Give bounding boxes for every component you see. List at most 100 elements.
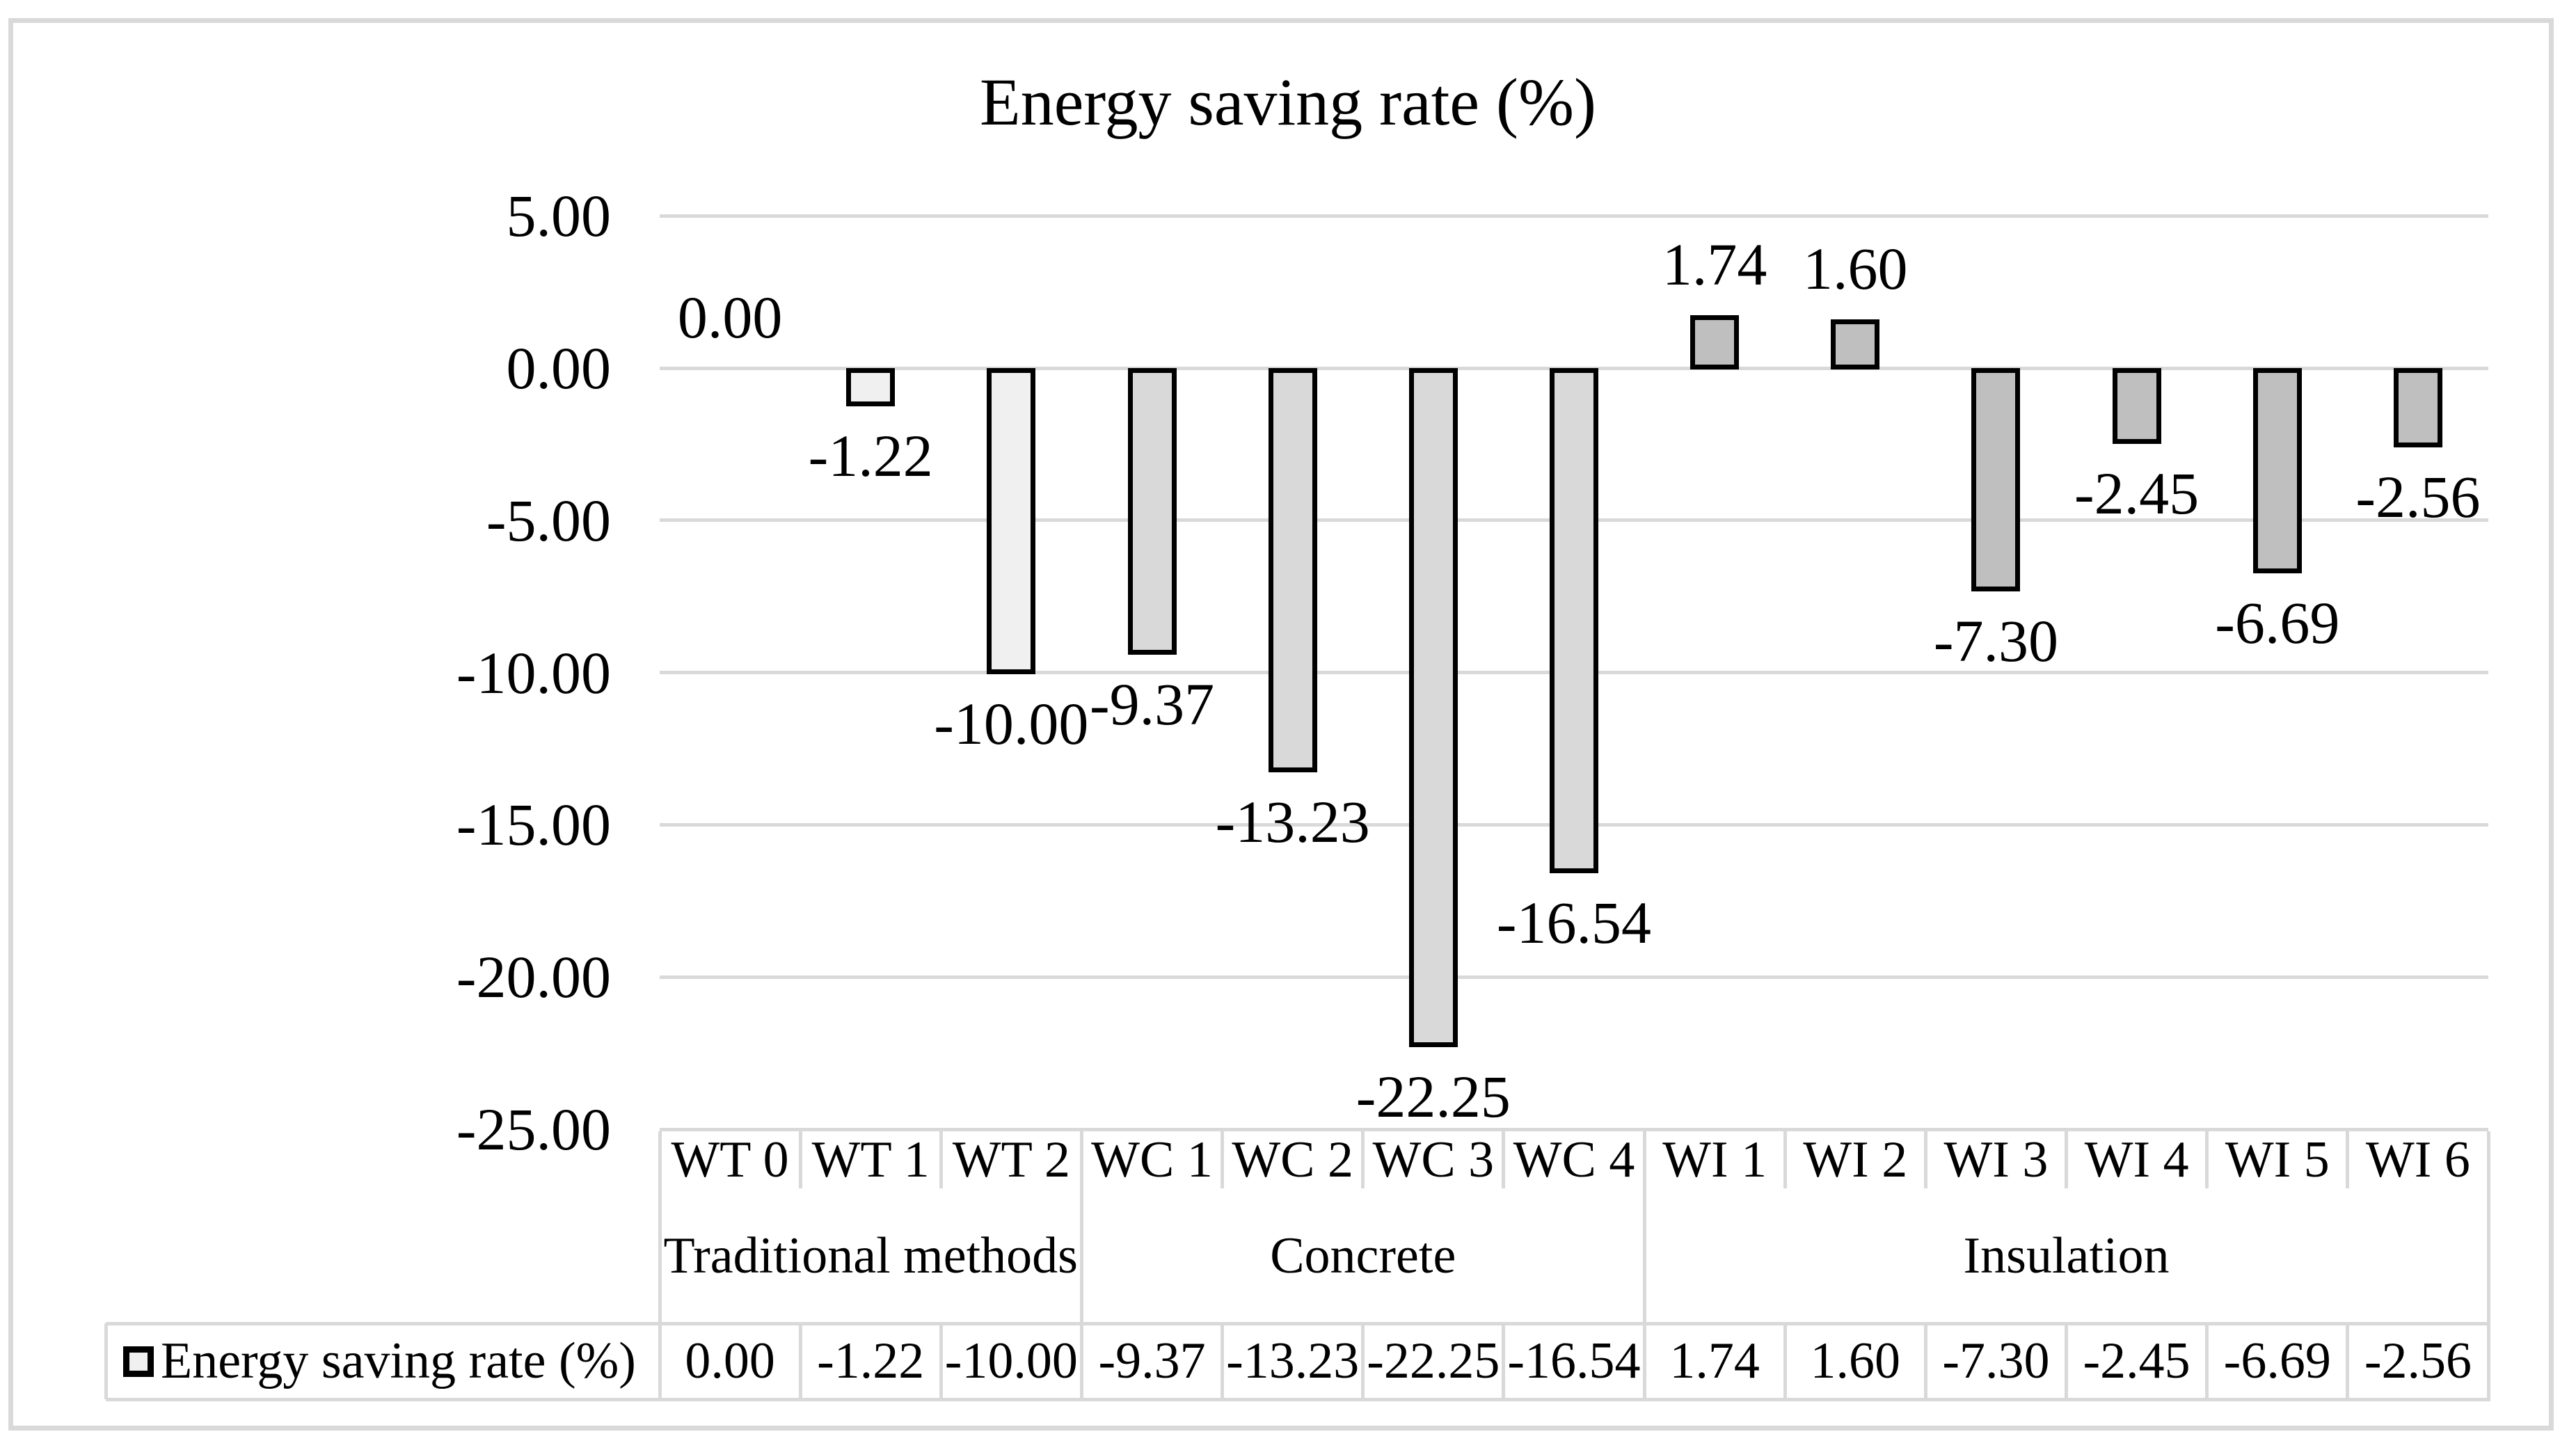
category-cell: WC 3 <box>1372 1131 1495 1188</box>
bar <box>1971 368 2021 592</box>
value-row-separator-line <box>1502 1323 1506 1399</box>
value-row-line <box>106 1321 2490 1325</box>
data-label: -2.45 <box>2074 460 2200 527</box>
gridline <box>660 1127 2488 1131</box>
value-cell: -7.30 <box>1942 1332 2050 1390</box>
category-cell: WT 2 <box>952 1131 1070 1188</box>
group-separator-line <box>1079 1131 1083 1323</box>
value-row-separator-line <box>1783 1323 1787 1399</box>
category-cell: WI 5 <box>2225 1131 2330 1188</box>
value-row-separator-line <box>1079 1323 1083 1399</box>
data-label: -10.00 <box>934 690 1089 757</box>
group-separator-line <box>1642 1131 1646 1323</box>
value-cell: -10.00 <box>944 1332 1078 1390</box>
value-row-separator-line <box>1221 1323 1225 1399</box>
value-row-separator-line <box>1642 1323 1646 1399</box>
category-cell: WC 4 <box>1513 1131 1635 1188</box>
y-tick-label: -25.00 <box>456 1096 611 1163</box>
header-edge-line <box>2486 1131 2490 1323</box>
value-cell: -2.56 <box>2364 1332 2472 1390</box>
data-label: -16.54 <box>1496 889 1652 956</box>
y-tick-label: 5.00 <box>506 182 612 250</box>
category-cell: WT 0 <box>671 1131 789 1188</box>
bar <box>1408 368 1458 1047</box>
value-row-separator-line <box>1923 1323 1927 1399</box>
y-tick-label: -20.00 <box>456 943 611 1011</box>
legend-key-icon <box>123 1346 154 1377</box>
category-separator-line <box>1502 1131 1506 1188</box>
y-tick-label: 0.00 <box>506 335 612 401</box>
bar <box>1550 368 1598 873</box>
category-cell: WI 4 <box>2084 1131 2189 1188</box>
category-cell: WT 1 <box>811 1131 930 1188</box>
value-row-separator-line <box>939 1323 943 1399</box>
category-separator-line <box>1221 1131 1225 1188</box>
value-cell: -22.25 <box>1367 1332 1500 1390</box>
value-row-separator-line <box>658 1323 662 1399</box>
value-row-separator-line <box>798 1323 802 1399</box>
data-label: -2.56 <box>2355 463 2481 531</box>
value-cell: 1.60 <box>1810 1332 1901 1390</box>
category-separator-line <box>2065 1131 2069 1188</box>
group-cell: Traditional methods <box>663 1227 1078 1284</box>
legend-label: Energy saving rate (%) <box>161 1332 636 1389</box>
value-row-separator-line <box>2065 1323 2069 1399</box>
value-cell: -2.45 <box>2083 1332 2191 1390</box>
bar <box>1268 368 1317 772</box>
group-cell: Concrete <box>1270 1227 1456 1284</box>
y-tick-label: -10.00 <box>456 639 611 706</box>
category-cell: WI 2 <box>1803 1131 1908 1188</box>
value-row-separator-line <box>104 1323 108 1399</box>
data-label: -1.22 <box>808 422 933 490</box>
value-cell: 0.00 <box>685 1332 775 1390</box>
category-cell: WC 1 <box>1091 1131 1213 1188</box>
value-cell: -16.54 <box>1507 1332 1641 1390</box>
category-separator-line <box>798 1131 802 1188</box>
category-separator-line <box>1361 1131 1365 1188</box>
category-cell: WI 3 <box>1943 1131 2049 1188</box>
data-label: 1.60 <box>1803 234 1908 302</box>
value-row-separator-line <box>2205 1323 2209 1399</box>
bar <box>2112 368 2161 445</box>
y-tick-label: -5.00 <box>486 486 611 554</box>
bar <box>1831 319 1880 369</box>
value-row-separator-line <box>1361 1323 1365 1399</box>
value-row-line <box>106 1397 2490 1401</box>
header-edge-line <box>658 1131 662 1323</box>
category-cell: WC 2 <box>1232 1131 1354 1188</box>
category-separator-line <box>1923 1131 1927 1188</box>
category-separator-line <box>939 1131 943 1188</box>
data-label: 0.00 <box>677 284 783 351</box>
chart-title: Energy saving rate (%) <box>980 65 1596 139</box>
data-label: 1.74 <box>1662 230 1767 298</box>
data-label: -7.30 <box>1933 607 2059 675</box>
data-label: -22.25 <box>1355 1062 1511 1130</box>
value-cell: -13.23 <box>1226 1332 1360 1390</box>
value-cell: 1.74 <box>1669 1332 1760 1390</box>
value-row-separator-line <box>2486 1323 2490 1399</box>
bar <box>846 368 896 407</box>
value-row-separator-line <box>2346 1323 2350 1399</box>
legend-cell: Energy saving rate (%) <box>109 1325 656 1398</box>
data-label: -9.37 <box>1089 671 1215 738</box>
category-separator-line <box>2205 1131 2209 1188</box>
value-cell: -9.37 <box>1098 1332 1206 1390</box>
data-label: -13.23 <box>1215 788 1370 855</box>
bar <box>2393 368 2442 448</box>
bar <box>1690 314 1740 369</box>
y-tick-label: -15.00 <box>456 791 611 859</box>
group-cell: Insulation <box>1963 1227 2170 1284</box>
bar <box>2252 368 2302 573</box>
gridline <box>660 214 2488 218</box>
value-cell: -6.69 <box>2223 1332 2331 1390</box>
value-cell: -1.22 <box>817 1332 925 1390</box>
gridline <box>660 975 2488 979</box>
category-separator-line <box>1783 1131 1787 1188</box>
category-cell: WI 6 <box>2365 1131 2470 1188</box>
bar <box>1127 368 1177 655</box>
category-cell: WI 1 <box>1662 1131 1767 1188</box>
bar <box>987 368 1036 674</box>
category-separator-line <box>2346 1131 2350 1188</box>
data-label: -6.69 <box>2215 589 2340 656</box>
